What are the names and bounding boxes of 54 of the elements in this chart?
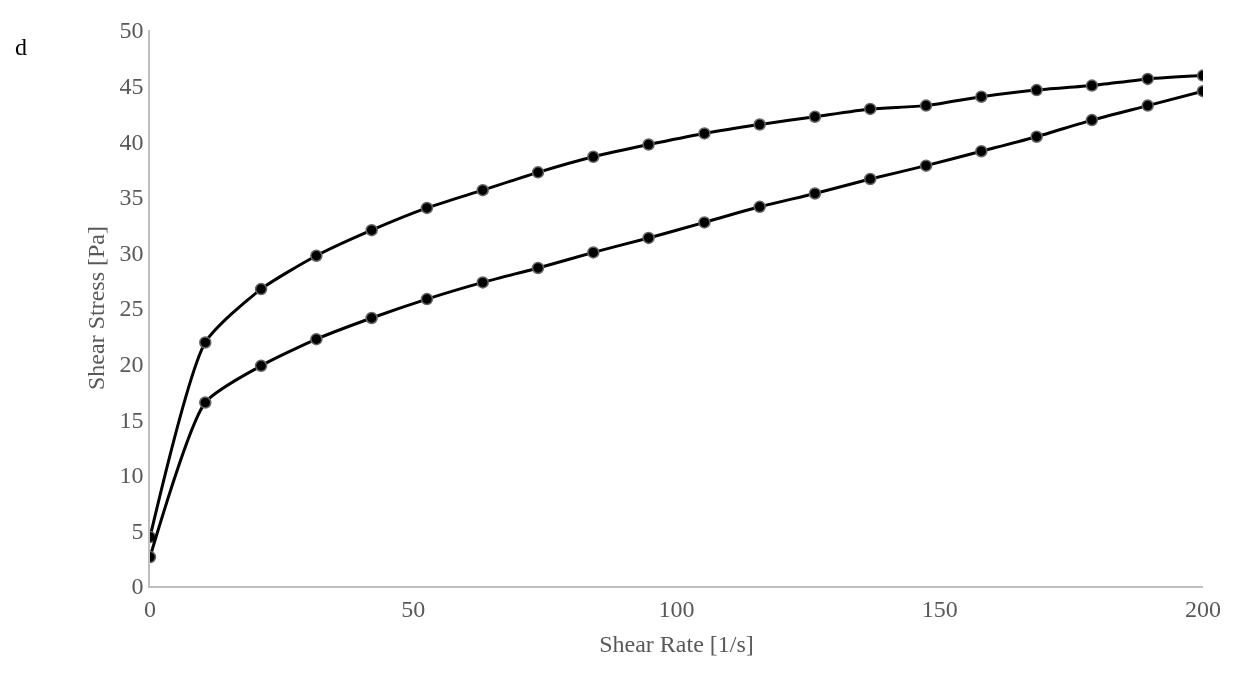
point bbox=[975, 90, 988, 103]
point bbox=[1030, 130, 1043, 143]
point bbox=[864, 172, 877, 186]
y-tick-label: 0 bbox=[131, 573, 144, 600]
y-tick-label: 30 bbox=[119, 239, 144, 266]
point bbox=[919, 99, 933, 112]
point bbox=[1141, 72, 1154, 86]
point bbox=[698, 216, 711, 229]
point bbox=[365, 223, 378, 237]
y-tick-label: 10 bbox=[119, 462, 144, 489]
point bbox=[1085, 79, 1099, 92]
x-tick-label: 150 bbox=[921, 595, 958, 622]
point bbox=[254, 282, 268, 296]
point bbox=[420, 292, 434, 306]
point bbox=[808, 110, 822, 123]
y-tick-label: 20 bbox=[119, 351, 144, 377]
point bbox=[1030, 83, 1043, 97]
point bbox=[476, 276, 489, 289]
point bbox=[365, 311, 378, 325]
y-tick-label: 40 bbox=[119, 128, 144, 155]
point bbox=[1085, 113, 1099, 127]
point bbox=[531, 261, 545, 275]
x-tick-label: 100 bbox=[658, 595, 695, 622]
x-tick-label: 50 bbox=[401, 595, 426, 622]
x-tick-label: 200 bbox=[1185, 595, 1221, 622]
point bbox=[587, 246, 600, 259]
point bbox=[808, 187, 822, 200]
point bbox=[753, 118, 766, 131]
point bbox=[919, 159, 933, 172]
point bbox=[975, 144, 988, 158]
point bbox=[753, 200, 766, 214]
point bbox=[476, 183, 489, 197]
point bbox=[199, 396, 212, 409]
point bbox=[587, 150, 600, 164]
point bbox=[531, 166, 545, 179]
point bbox=[420, 201, 434, 215]
point bbox=[254, 359, 268, 373]
y-tick-label: 45 bbox=[119, 73, 144, 99]
y-tick-label: 35 bbox=[119, 184, 144, 211]
point bbox=[864, 102, 877, 116]
point bbox=[199, 336, 212, 349]
point bbox=[310, 332, 323, 346]
point bbox=[698, 127, 711, 140]
y-tick-label: 5 bbox=[131, 517, 144, 544]
point bbox=[1141, 99, 1154, 112]
y-tick-label: 50 bbox=[119, 17, 144, 44]
point bbox=[642, 231, 655, 245]
point bbox=[642, 138, 655, 151]
y-axis-title: Shear Stress [Pa] bbox=[83, 226, 110, 390]
y-tick-label: 25 bbox=[119, 295, 144, 322]
x-axis-title: Shear Rate [1/s] bbox=[599, 631, 754, 658]
text: d bbox=[15, 34, 27, 60]
y-tick-label: 15 bbox=[119, 406, 144, 433]
point bbox=[310, 249, 323, 262]
